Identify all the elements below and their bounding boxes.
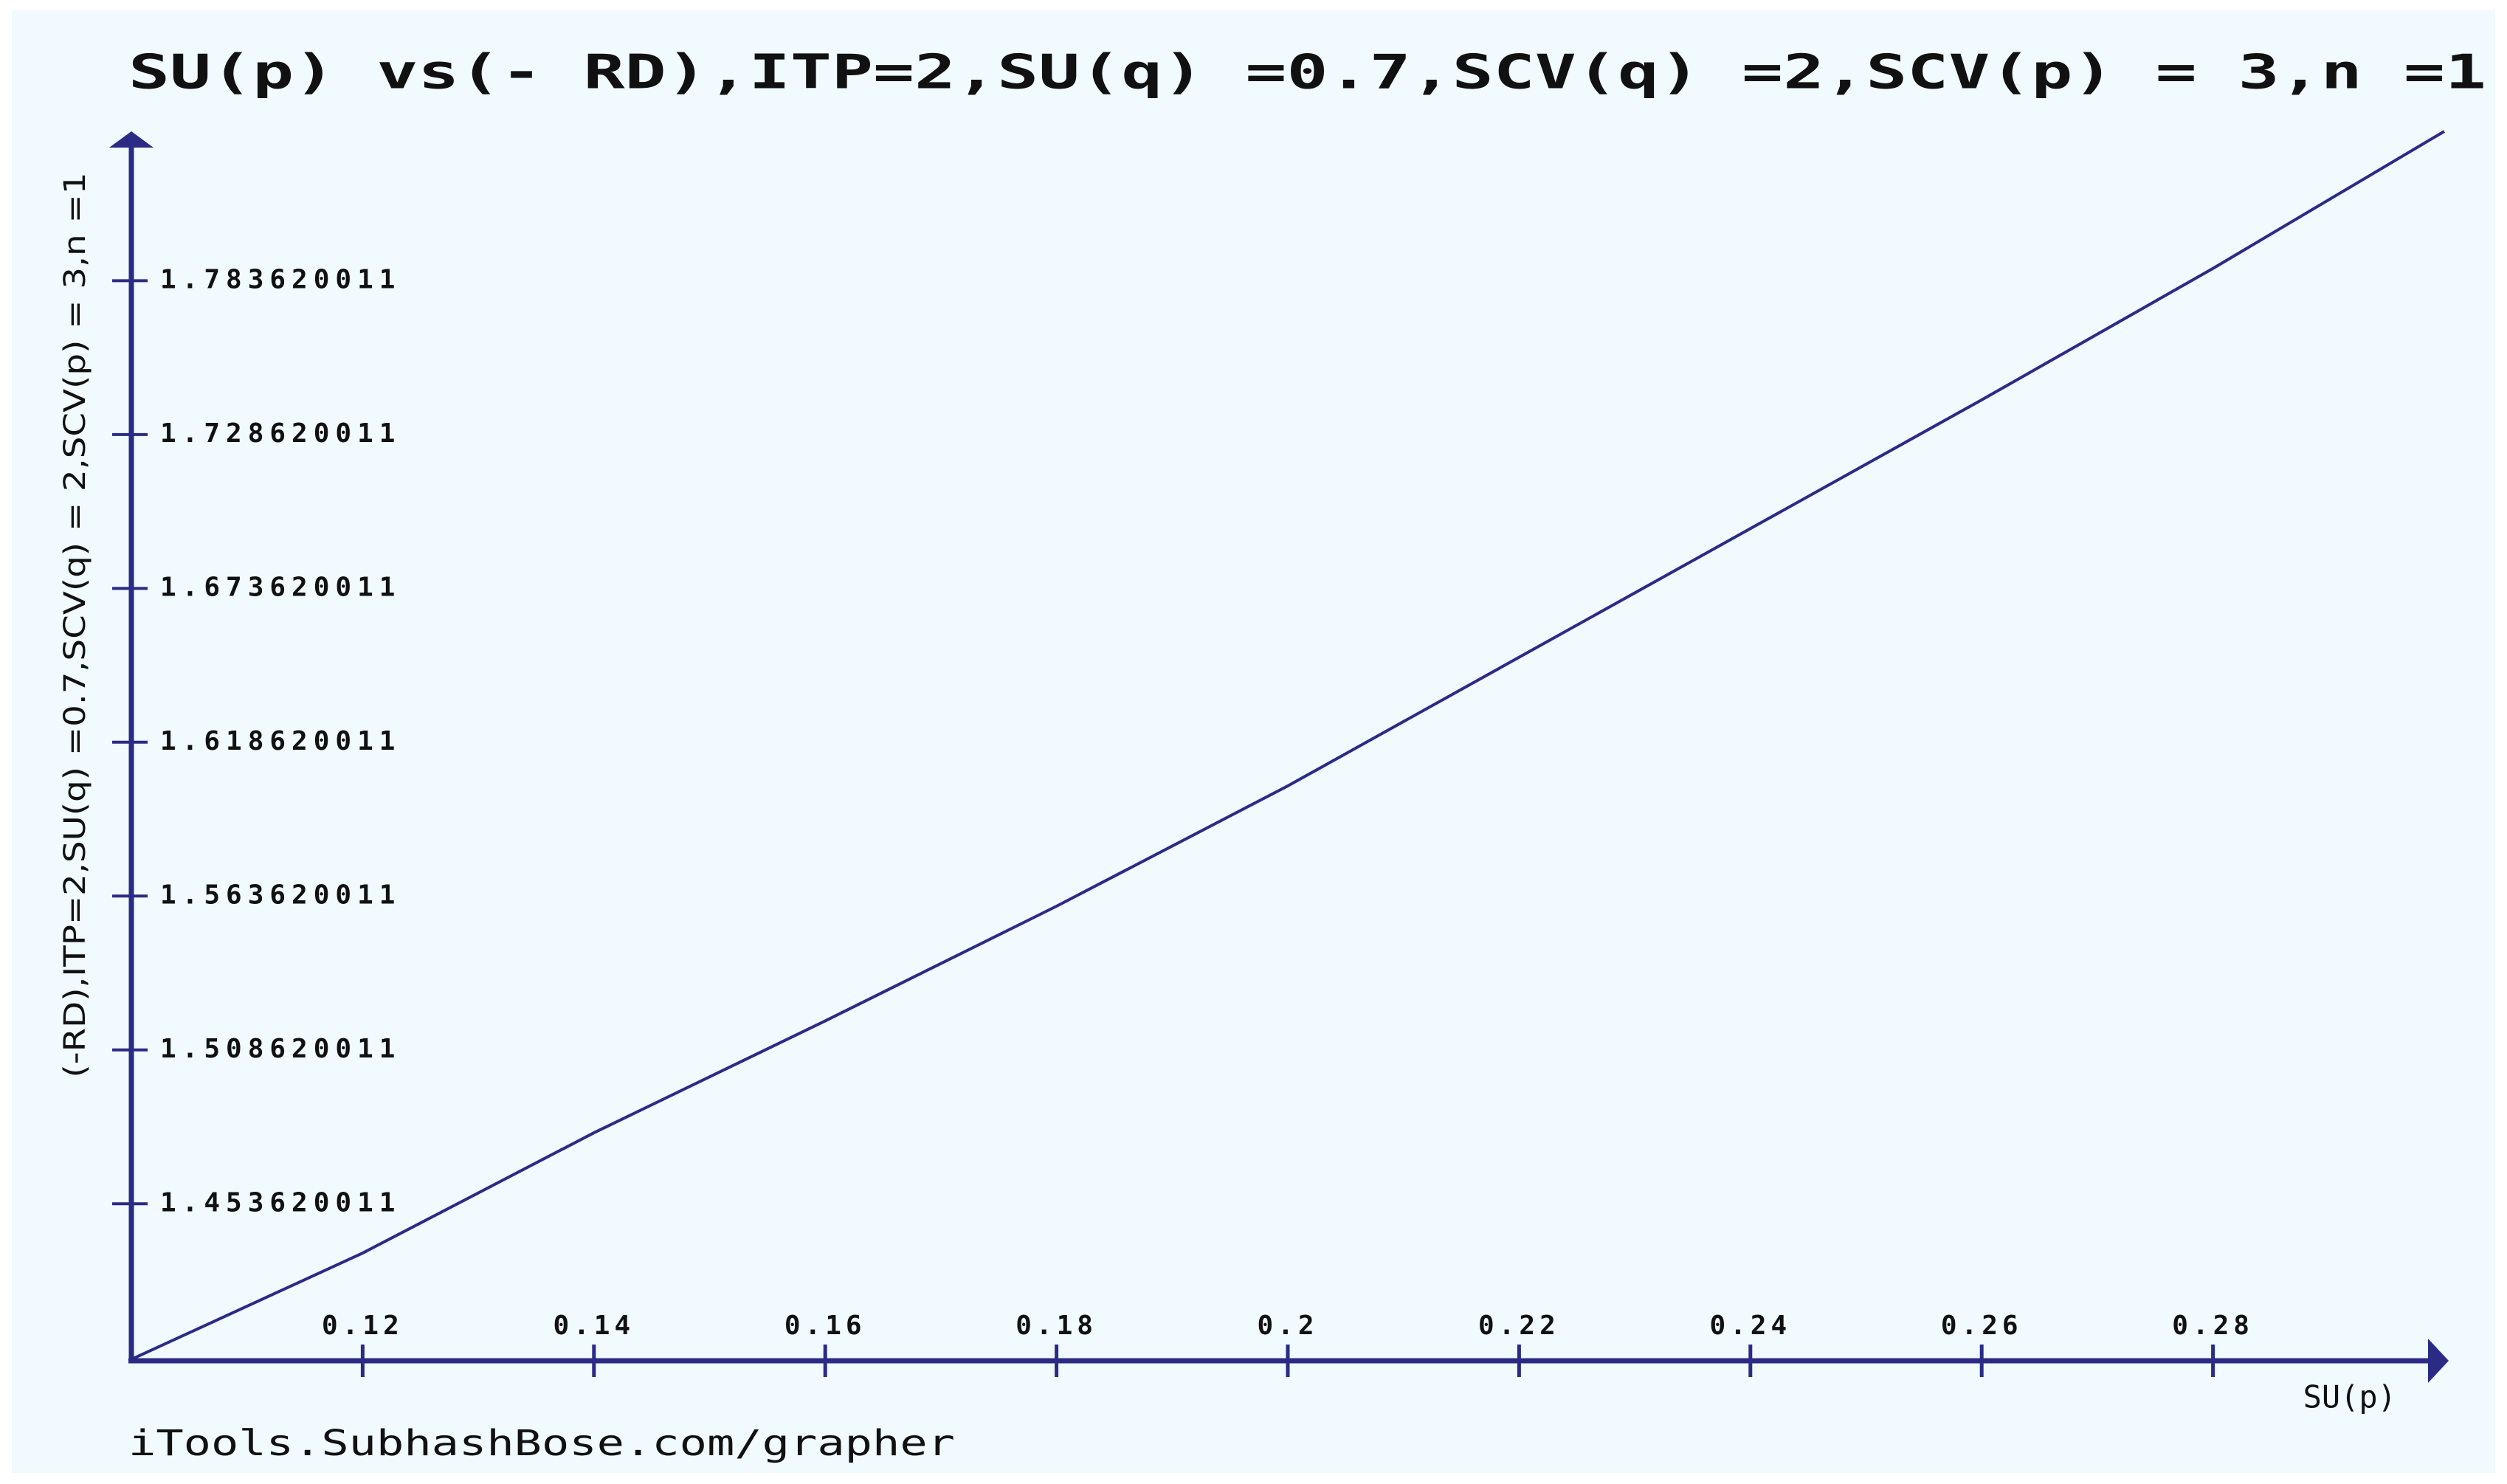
x-tick-label: 0.16 <box>784 1311 866 1341</box>
data-line <box>131 130 2446 1361</box>
x-tick-label: 0.26 <box>1941 1311 2023 1341</box>
footer: iTools.SubhashBose.com/grapher <box>128 1423 955 1464</box>
y-tick-label: 1.728620011 <box>160 418 401 449</box>
y-axis-label: (-RD),ITP=2,SU(q) =0.7,SCV(q) = 2,SCV(p)… <box>58 173 92 1078</box>
x-tick-label: 0.24 <box>1709 1311 1791 1341</box>
y-tick-label: 1.673620011 <box>160 572 401 602</box>
x-tick-label: 0.14 <box>553 1311 635 1341</box>
x-tick-label: 0.12 <box>322 1311 404 1341</box>
x-tick-label: 0.18 <box>1015 1311 1097 1341</box>
x-tick-label: 0.2 <box>1257 1311 1318 1341</box>
plot-background <box>12 10 2495 1473</box>
x-tick-label: 0.28 <box>2172 1311 2254 1341</box>
y-tick-label: 1.508620011 <box>160 1034 401 1064</box>
y-tick-label: 1.563620011 <box>160 880 401 910</box>
y-tick-label: 1.783620011 <box>160 264 401 294</box>
chart-title: SU(p) vs(- RD),ITP=2,SU(q) =0.7,SCV(q) =… <box>128 46 2486 100</box>
x-axis-arrow <box>2428 1339 2449 1383</box>
y-axis-arrow <box>109 131 154 148</box>
y-tick-label: 1.618620011 <box>160 726 401 756</box>
y-tick-label: 1.453620011 <box>160 1187 401 1218</box>
x-axis-label: SU(p) <box>2303 1379 2396 1415</box>
x-tick-label: 0.22 <box>1478 1311 1560 1341</box>
